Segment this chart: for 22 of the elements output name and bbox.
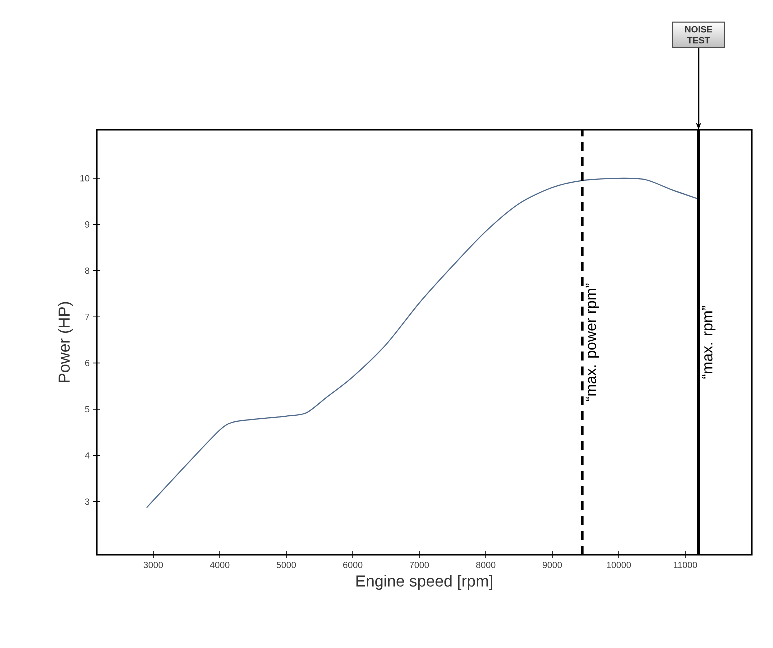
y-tick-label: 7 xyxy=(85,314,90,320)
annotation: NOISE TEST xyxy=(685,26,712,44)
x-axis-title: Engine speed [rpm] xyxy=(356,575,492,590)
x-tick-label: 3000 xyxy=(144,562,164,568)
x-tick-label: 8000 xyxy=(476,562,496,568)
y-tick-label: 4 xyxy=(85,452,90,459)
x-tick-label: 4000 xyxy=(210,562,230,568)
y-axis-title: Power (HP) xyxy=(58,302,74,382)
x-tick-label: 11000 xyxy=(674,562,698,568)
y-tick-label: 3 xyxy=(85,498,90,506)
x-tick-label: 5000 xyxy=(276,562,296,568)
y-tick-label: 9 xyxy=(85,222,90,228)
x-tick-label: 9000 xyxy=(542,562,562,568)
y-tick-label: 6 xyxy=(85,360,90,366)
y-tick-label: 10 xyxy=(80,175,90,182)
x-tick-label: 10000 xyxy=(607,562,632,568)
ref-line-label: “max. rpm” xyxy=(702,306,716,379)
ref-line-label: “max. power rpm” xyxy=(586,284,600,402)
x-tick-label: 7000 xyxy=(410,562,430,568)
y-tick-label: 8 xyxy=(85,268,90,274)
y-tick-label: 5 xyxy=(85,406,90,413)
x-tick-label: 6000 xyxy=(343,562,363,568)
